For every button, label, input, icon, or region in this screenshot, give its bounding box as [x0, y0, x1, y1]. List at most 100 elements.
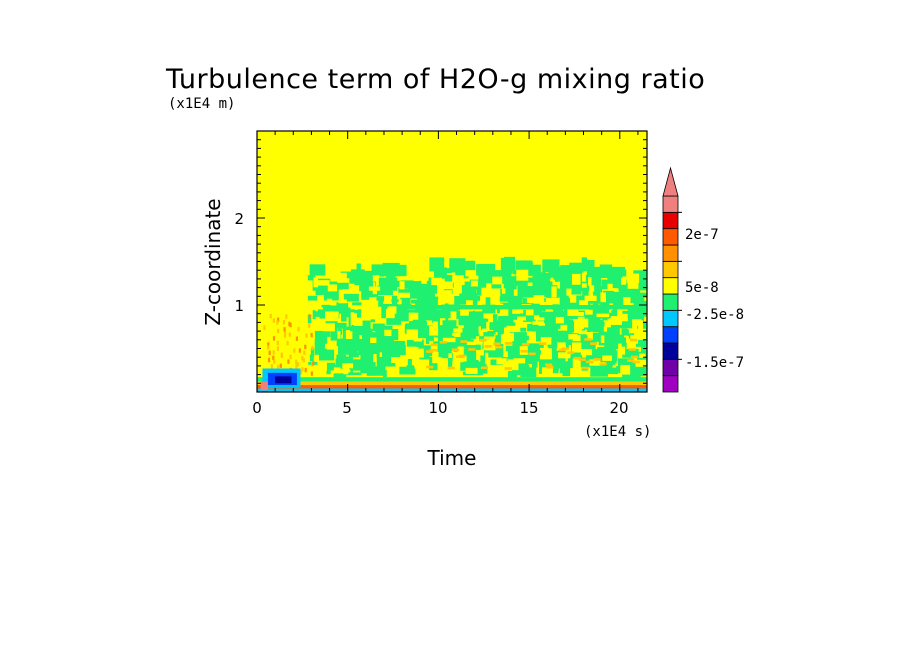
field-cell — [406, 296, 411, 306]
field-cell — [381, 341, 390, 351]
field-cell — [551, 286, 557, 298]
field-cell — [314, 311, 326, 317]
field-cell — [338, 299, 347, 304]
field-cell — [482, 328, 488, 333]
field-cell — [548, 267, 560, 278]
heatmap-field — [257, 131, 647, 392]
field-cell — [538, 342, 547, 345]
field-cell — [504, 367, 512, 370]
field-cell — [312, 310, 316, 320]
field-cell — [399, 281, 405, 290]
field-cell — [310, 371, 313, 376]
field-cell — [582, 289, 589, 301]
field-cell — [493, 292, 500, 298]
colorbar-segment — [662, 358, 679, 377]
x-tick-label: 0 — [252, 399, 262, 417]
field-cell — [495, 331, 501, 345]
field-cell — [581, 259, 595, 270]
field-cell — [596, 313, 610, 318]
colorbar-segment — [662, 195, 679, 213]
field-cell — [267, 345, 270, 350]
field-cell — [309, 354, 314, 362]
field-cell — [573, 356, 581, 360]
field-cell — [432, 351, 439, 364]
field-cell — [590, 331, 593, 340]
field-cell — [437, 342, 452, 358]
colorbar-segment — [662, 277, 679, 295]
field-cell — [594, 273, 599, 281]
field-cell — [307, 295, 318, 301]
field-cell — [391, 295, 398, 308]
field-cell — [445, 296, 448, 302]
field-cell — [609, 309, 612, 313]
field-cell — [538, 317, 545, 321]
field-cell — [602, 290, 614, 305]
field-cell — [609, 337, 627, 349]
field-cell — [626, 273, 640, 283]
field-cell — [295, 364, 298, 369]
field-cell — [368, 300, 379, 309]
field-cell — [623, 297, 631, 305]
field-cell — [404, 324, 422, 334]
field-cell — [276, 346, 279, 351]
field-cell — [370, 319, 376, 323]
field-cell — [485, 345, 496, 351]
field-cell — [485, 352, 489, 364]
field-cell — [413, 338, 422, 342]
field-cell — [431, 277, 442, 286]
field-cell — [419, 345, 430, 360]
field-cell — [351, 359, 370, 371]
field-cell — [644, 297, 647, 301]
y-tick-label: 2 — [234, 210, 244, 228]
field-cell — [272, 355, 275, 361]
field-cell — [599, 264, 613, 278]
field-cell — [257, 381, 647, 386]
field-cell — [492, 314, 498, 324]
field-cell — [632, 360, 640, 364]
field-cell — [571, 273, 581, 285]
field-cell — [310, 347, 315, 356]
field-cell — [516, 316, 527, 321]
field-cell — [627, 359, 635, 362]
field-cell — [289, 322, 292, 328]
colorbar-segment — [662, 244, 679, 262]
field-cell — [460, 304, 469, 316]
field-cell — [425, 335, 430, 345]
field-cell — [280, 352, 283, 357]
field-cell — [270, 364, 273, 369]
field-cell — [463, 278, 470, 282]
field-cell — [421, 278, 427, 284]
x-tick-label: 5 — [342, 399, 352, 417]
field-cell — [456, 318, 459, 327]
field-cell — [539, 314, 553, 323]
field-cell — [308, 314, 311, 319]
field-cell — [442, 337, 456, 343]
field-cell — [387, 306, 393, 315]
field-cell — [377, 285, 393, 294]
field-cell — [555, 316, 565, 324]
field-cell — [426, 365, 434, 369]
field-cell — [559, 366, 563, 374]
field-cell — [429, 356, 438, 371]
field-cell — [601, 279, 608, 290]
field-cell — [283, 327, 286, 332]
field-cell — [277, 364, 280, 370]
field-cell — [296, 362, 299, 367]
field-cell — [468, 275, 479, 280]
field-cell — [627, 330, 631, 339]
field-cell — [354, 307, 358, 310]
colorbar-segment — [662, 211, 679, 230]
field-cell — [342, 293, 359, 302]
field-cell — [267, 342, 270, 347]
field-cell — [580, 348, 593, 356]
colorbar-segment — [662, 309, 679, 328]
field-cell — [442, 281, 453, 290]
field-cell — [318, 300, 332, 305]
field-cell — [482, 272, 501, 284]
field-cell — [589, 359, 601, 366]
field-cell — [542, 272, 551, 280]
field-cell — [363, 281, 377, 291]
field-cell — [310, 332, 313, 338]
field-cell — [407, 281, 423, 295]
field-cell — [507, 347, 526, 360]
